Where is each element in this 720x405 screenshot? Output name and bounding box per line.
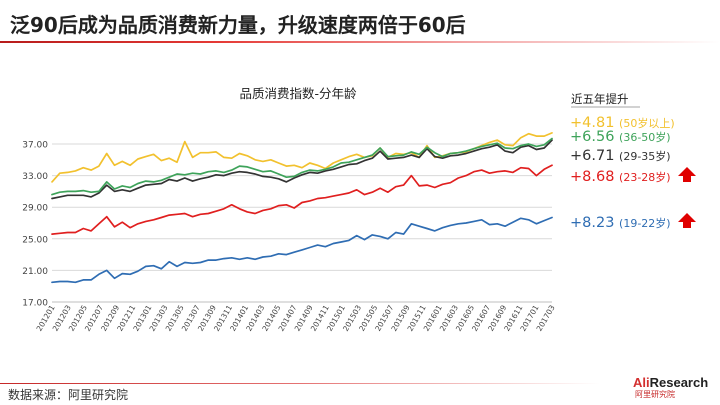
annotation-range: (19-22岁): [619, 216, 671, 230]
annotation-range: (50岁以上): [619, 116, 675, 130]
age-quality-consumption-chart: 品质消费指数-分年龄 17.00 21.00 25.00 29.00 33.00 37.0…: [22, 86, 696, 333]
x-axis-ticks: 2012012012032012052012072012092012112013…: [35, 301, 557, 333]
y-tick-label: 21.00: [22, 267, 48, 277]
y-tick-label: 25.00: [22, 235, 48, 245]
y-tick-label: 33.00: [22, 172, 48, 182]
series-lines: [51, 132, 553, 284]
series-line-23-28: [51, 164, 553, 235]
logo-wordmark: AliResearch: [633, 375, 709, 390]
annotation-value: +6.71: [570, 148, 619, 164]
headline-underline: [0, 41, 720, 43]
annotation-value: +8.23: [570, 215, 619, 231]
series-line-19-22: [51, 216, 553, 284]
annotation-range: (23-28岁): [619, 170, 671, 184]
y-axis-ticks: 17.00 21.00 25.00 29.00 33.00 37.00: [22, 141, 48, 309]
chart-title: 品质消费指数-分年龄: [239, 86, 357, 101]
y-tick-label: 29.00: [22, 204, 48, 214]
annotation-value: +8.68: [570, 169, 619, 185]
annotation-value: +6.56: [570, 129, 619, 145]
up-arrow-icon: [678, 167, 696, 182]
data-source: 数据来源：阿里研究院: [8, 388, 129, 402]
up-arrow-icon: [678, 213, 696, 228]
footer-rule: [0, 383, 600, 384]
series-line-36-50: [51, 137, 553, 196]
aliresearch-logo: AliResearch 阿里研究院: [633, 376, 715, 402]
annotation-19-22: +8.23 (19-22岁): [570, 215, 671, 231]
annotation-23-28: +8.68 (23-28岁): [570, 169, 671, 185]
annotation-range: (36-50岁): [619, 130, 671, 144]
series-line-29-35: [51, 139, 553, 200]
page-headline: 泛90后成为品质消费新力量，升级速度两倍于60后: [10, 13, 466, 37]
logo-subtitle: 阿里研究院: [635, 390, 675, 399]
annotation-29-35: +6.71 (29-35岁): [570, 148, 671, 164]
annotation-value: +4.81: [570, 115, 619, 131]
y-tick-label: 37.00: [22, 141, 48, 151]
annotation-50: +4.81 (50岁以上): [570, 115, 675, 131]
y-tick-label: 17.00: [22, 299, 48, 309]
annotation-range: (29-35岁): [619, 149, 671, 163]
annotation-header: 近五年提升: [571, 92, 629, 106]
annotation-36-50: +6.56 (36-50岁): [570, 129, 671, 145]
series-annotations: +4.81 (50岁以上)+6.56 (36-50岁)+6.71 (29-35岁…: [570, 115, 696, 231]
